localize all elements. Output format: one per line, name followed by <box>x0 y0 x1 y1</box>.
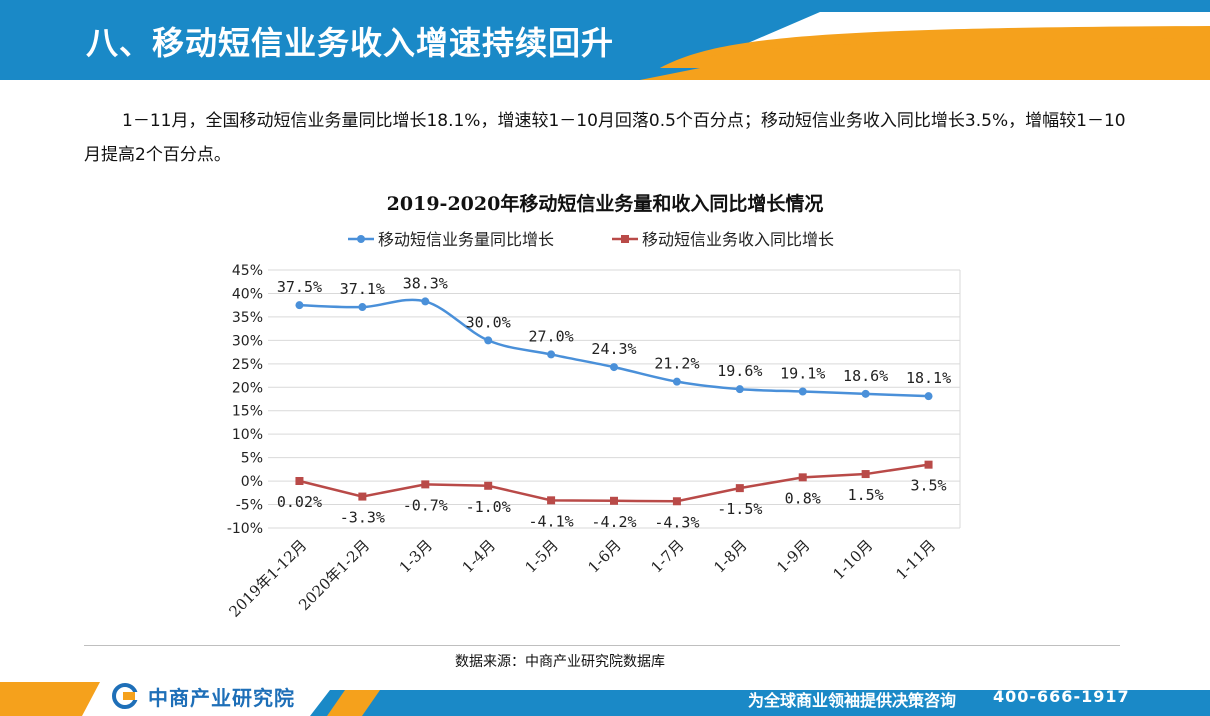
data-point <box>295 301 304 310</box>
data-label: 1.5% <box>848 486 884 504</box>
data-point <box>547 496 556 505</box>
data-point <box>484 336 493 345</box>
logo-text: 中商产业研究院 <box>148 685 295 710</box>
data-label: 24.3% <box>591 340 636 358</box>
data-point <box>358 303 367 312</box>
data-point <box>547 350 556 359</box>
data-label: -4.2% <box>591 513 636 531</box>
y-tick-label: 40% <box>232 286 263 302</box>
legend-label: 移动短信业务收入同比增长 <box>642 230 834 249</box>
data-point <box>924 460 933 469</box>
y-tick-label: 30% <box>232 333 263 349</box>
footer-slogan: 为全球商业领袖提供决策咨询 <box>748 691 957 710</box>
company-logo-icon <box>112 683 142 709</box>
data-point <box>798 387 807 396</box>
y-tick-label: 10% <box>232 427 263 443</box>
footer-banner <box>0 682 1210 716</box>
x-tick-label: 1-4月 <box>459 536 499 576</box>
company-logo: 中商产业研究院 <box>112 682 295 710</box>
data-point <box>861 389 870 398</box>
footer-background <box>0 682 1210 716</box>
data-point <box>924 392 933 401</box>
data-point <box>735 385 744 394</box>
x-tick-label: 1-6月 <box>584 536 624 576</box>
divider <box>84 645 1120 646</box>
data-label: 30.0% <box>466 313 511 331</box>
data-label: 27.0% <box>529 327 574 345</box>
data-label: -3.3% <box>340 509 385 527</box>
data-point <box>610 363 618 372</box>
chart-title: 2019-2020年移动短信业务量和收入同比增长情况 <box>386 193 824 215</box>
x-tick-label: 1-8月 <box>710 536 750 576</box>
legend-swatch-marker <box>357 235 365 243</box>
data-label: -4.1% <box>529 512 574 530</box>
data-point <box>358 492 367 501</box>
data-point <box>672 377 681 386</box>
legend-label: 移动短信业务量同比增长 <box>378 230 554 249</box>
legend-swatch-marker <box>621 235 629 243</box>
y-tick-label: 15% <box>232 404 263 420</box>
x-tick-label: 1-11月 <box>892 536 939 583</box>
y-tick-label: 20% <box>232 380 263 396</box>
data-label: 19.6% <box>717 362 762 380</box>
data-point <box>421 480 430 489</box>
page-title: 八、移动短信业务收入增速持续回升 <box>86 24 615 62</box>
x-tick-label: 2019年1-12月 <box>226 536 311 621</box>
x-tick-label: 1-3月 <box>396 536 436 576</box>
x-tick-label: 1-7月 <box>647 536 687 576</box>
data-source: 数据来源：中商产业研究院数据库 <box>455 654 665 670</box>
data-label: 19.1% <box>780 364 825 382</box>
y-tick-label: 0% <box>241 474 263 490</box>
data-point <box>295 476 304 485</box>
data-point <box>798 473 807 482</box>
data-point <box>484 481 493 490</box>
data-label: -1.5% <box>717 500 762 518</box>
data-label: -1.0% <box>466 498 511 516</box>
y-tick-label: 25% <box>232 357 263 373</box>
y-tick-label: 35% <box>232 310 263 326</box>
y-tick-label: 45% <box>232 263 263 279</box>
data-label: 18.1% <box>906 369 951 387</box>
data-label: 3.5% <box>910 477 946 495</box>
x-tick-label: 1-10月 <box>829 536 876 583</box>
data-point <box>610 496 618 505</box>
header-background <box>0 0 1210 80</box>
footer-phone: 400-666-1917 <box>993 687 1130 706</box>
data-point <box>672 497 681 506</box>
y-tick-label: -5% <box>236 498 263 514</box>
data-point <box>861 470 870 479</box>
data-label: -4.3% <box>654 513 699 531</box>
y-tick-label: 5% <box>241 451 263 467</box>
data-label: 0.8% <box>785 489 821 507</box>
series-line-2 <box>299 463 929 503</box>
data-label: -0.7% <box>403 496 448 514</box>
data-label: 37.5% <box>277 278 322 296</box>
data-label: 0.02% <box>277 493 322 511</box>
header-banner: 八、移动短信业务收入增速持续回升 <box>0 0 1210 80</box>
summary-paragraph: 1－11月，全国移动短信业务量同比增长18.1%，增速较1－10月回落0.5个百… <box>84 111 1126 165</box>
line-chart: -10% -5% 0% 5% 10% 15% 20% 25% 30% 35% 40% 45% 2019年… <box>226 230 961 621</box>
x-tick-label: 1-5月 <box>522 536 562 576</box>
data-point <box>735 484 744 493</box>
data-label: 21.2% <box>654 355 699 373</box>
x-tick-label: 1-9月 <box>773 536 813 576</box>
data-point <box>421 297 430 306</box>
data-label: 38.3% <box>403 274 448 292</box>
data-label: 37.1% <box>340 280 385 298</box>
y-tick-label: -10% <box>227 521 263 537</box>
data-label: 18.6% <box>843 367 888 385</box>
